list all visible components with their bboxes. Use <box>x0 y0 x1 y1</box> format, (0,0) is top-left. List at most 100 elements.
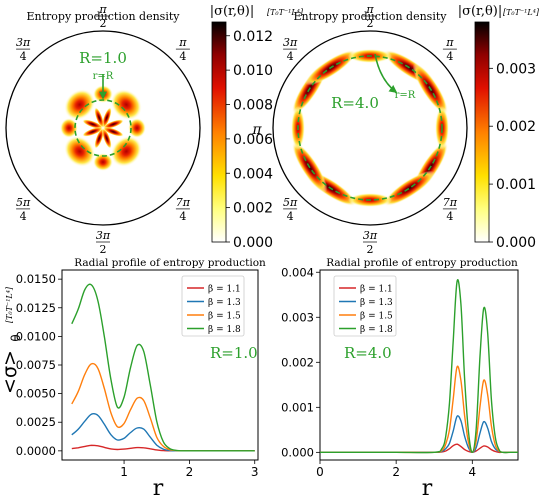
line1-legend: β = 1.1 β = 1.3 β = 1.5 β = 1.8 <box>181 275 245 337</box>
p1lobes-lobe-13 <box>94 127 105 149</box>
line2-series <box>320 279 518 454</box>
l2legend-label-1: β = 1.3 <box>360 298 393 308</box>
l1ticks-xlabel-2: 3 <box>251 465 259 479</box>
line-chart-1: Radial profile of entropy production 1 2 3… <box>0 257 266 500</box>
p2angles-den-7: 4 <box>287 50 294 63</box>
l1series-line-2 <box>71 362 255 452</box>
l1ticks-ylabel-6: 0.0150 <box>16 272 56 286</box>
p1angles-num-0: π <box>98 3 107 16</box>
l1ticks-ylabel-4: 0.0100 <box>16 329 56 343</box>
p1lobes-lobe-15 <box>102 126 124 137</box>
p1angles-den-7: 4 <box>20 50 27 63</box>
line1-yunit: [T₀T⁻¹L⁴] <box>5 286 14 323</box>
l1legend-frame <box>181 275 245 337</box>
l2ticks-ylabel-2: 0.002 <box>281 355 314 369</box>
p1lobes-lobe-3 <box>110 135 142 167</box>
polar2-arrow <box>374 53 398 93</box>
line1-ylabel-sub: θ <box>9 334 23 341</box>
l1ticks-ylabel-2: 0.0050 <box>16 387 56 401</box>
p1angles-num-7: 3π <box>16 36 31 49</box>
l2series-line-0 <box>320 443 518 454</box>
p1lobes-lobe-1 <box>64 89 96 121</box>
l1ticks-ylabel-3: 0.0075 <box>16 358 56 372</box>
line1-annotation: R=1.0 <box>210 344 258 362</box>
polar2-boundary <box>272 30 468 226</box>
p1lobes-lobe-10 <box>94 107 105 129</box>
l1ticks-xlabel-0: 1 <box>120 465 128 479</box>
p1lobes-lobe-14 <box>101 127 112 149</box>
p1lobes-lobe-12 <box>82 126 104 137</box>
colorbar1-unit: [T₀T⁻¹L⁴] <box>267 8 304 17</box>
cb1ticks-label-4: 0.008 <box>233 98 273 114</box>
line-chart-2: Radial profile of entropy production 0 2 4… <box>281 257 519 500</box>
colorbar-1: |σ(r,θ)| [T₀T⁻¹L⁴] 0.000 0.002 0.004 0.006 0… <box>210 4 304 251</box>
polar1-boundary <box>5 30 201 226</box>
p1angles-den-4: 2 <box>100 243 107 256</box>
p2angles-num-3: 7π <box>443 196 458 209</box>
l2ticks-ylabel-0: 0.000 <box>281 445 314 459</box>
polar2-annotation: R=4.0 <box>331 94 379 112</box>
line2-legend: β = 1.1 β = 1.3 β = 1.5 β = 1.8 <box>333 275 397 337</box>
line1-ylabel-main: <σ> <box>0 350 21 394</box>
polar2-angle-labels: π2π407π43π25π4π3π4 <box>251 3 487 256</box>
l2legend-label-2: β = 1.5 <box>360 312 393 322</box>
p1lobes-lobe-2 <box>64 135 96 167</box>
polar1-arrow-label: r=R <box>93 71 114 82</box>
p2angles-den-3: 4 <box>446 210 453 223</box>
cb1ticks-label-2: 0.004 <box>233 166 273 182</box>
p1angles-num-5: 5π <box>16 196 31 209</box>
line2-xlabel: r <box>422 476 433 500</box>
p1angles-den-3: 4 <box>179 210 186 223</box>
polar-heatmap-1: Entropy production density R=1.0 r=R π2π… <box>5 3 221 256</box>
p2angles-num-4: 3π <box>363 229 378 242</box>
l2ticks-ylabel-1: 0.001 <box>281 400 314 414</box>
cb2ticks-label-3: 0.003 <box>496 61 536 77</box>
polar2-arrow-label: r=R <box>395 90 416 101</box>
p1angles-num-4: 3π <box>96 229 111 242</box>
polar1-title: Entropy production density <box>27 10 181 23</box>
line2-ticks: 0 2 4 0.000 0.001 0.002 0.003 0.004 <box>281 265 476 479</box>
l1ticks-ylabel-0: 0.0000 <box>16 444 56 458</box>
l1ticks-ylabel-1: 0.0025 <box>16 415 56 429</box>
l1legend-label-1: β = 1.3 <box>208 298 241 308</box>
p1lobes-lobe-0 <box>110 89 142 121</box>
p1lobes-lobe-11 <box>82 119 104 130</box>
colorbar1-bar <box>211 21 227 243</box>
colorbar1-label: |σ(r,θ)| <box>210 4 255 19</box>
colorbar2-unit: [T₀T⁻¹L⁴] <box>503 8 540 17</box>
polar2-radius-circle <box>297 55 443 201</box>
cb2ticks-label-0: 0.000 <box>496 235 536 251</box>
l2ticks-xlabel-0: 0 <box>316 465 324 479</box>
l2ticks-ylabel-3: 0.003 <box>281 310 314 324</box>
l2legend-label-3: β = 1.8 <box>360 325 393 335</box>
cb2ticks-label-2: 0.002 <box>496 119 536 135</box>
line1-ylabel: <σ> <box>0 350 21 394</box>
line2-title: Radial profile of entropy production <box>326 257 518 269</box>
line1-ticks: 1 2 3 0.0000 0.0025 0.0050 0.0075 0.0100 0.0125 0… <box>16 272 259 479</box>
line2-axes-frame <box>319 269 519 461</box>
p1angles-den-0: 2 <box>100 17 107 30</box>
p2angles-num-1: π <box>445 36 454 49</box>
polar2-title: Entropy production density <box>294 10 448 23</box>
p1angles-den-1: 4 <box>179 50 186 63</box>
p2angles-den-4: 2 <box>367 243 374 256</box>
line1-xlabel: r <box>153 476 164 500</box>
p1lobes-lobe-7 <box>93 153 113 171</box>
polar2-field <box>291 49 449 207</box>
l2series-line-3 <box>320 279 518 454</box>
l2series-line-2 <box>320 365 518 454</box>
p1angles-num-3: 7π <box>176 196 191 209</box>
polar1-angle-labels: π2π407π43π25π4π3π4 <box>16 3 221 256</box>
l2legend-frame <box>333 275 397 337</box>
cb1ticks-label-5: 0.010 <box>233 63 273 79</box>
colorbar2-bar <box>474 21 490 243</box>
colorbar2-label: |σ(r,θ)| <box>458 4 503 19</box>
colorbar-2: |σ(r,θ)| [T₀T⁻¹L⁴] 0.000 0.001 0.002 0.003 <box>458 4 540 251</box>
cb1ticks-label-6: 0.012 <box>233 29 273 45</box>
p1lobes-lobe-9 <box>101 107 112 129</box>
p1lobes-lobe-8 <box>102 119 124 130</box>
line2-annotation: R=4.0 <box>344 344 392 362</box>
l2legend-label-0: β = 1.1 <box>360 285 393 295</box>
p2angles-num-5: 5π <box>283 196 298 209</box>
